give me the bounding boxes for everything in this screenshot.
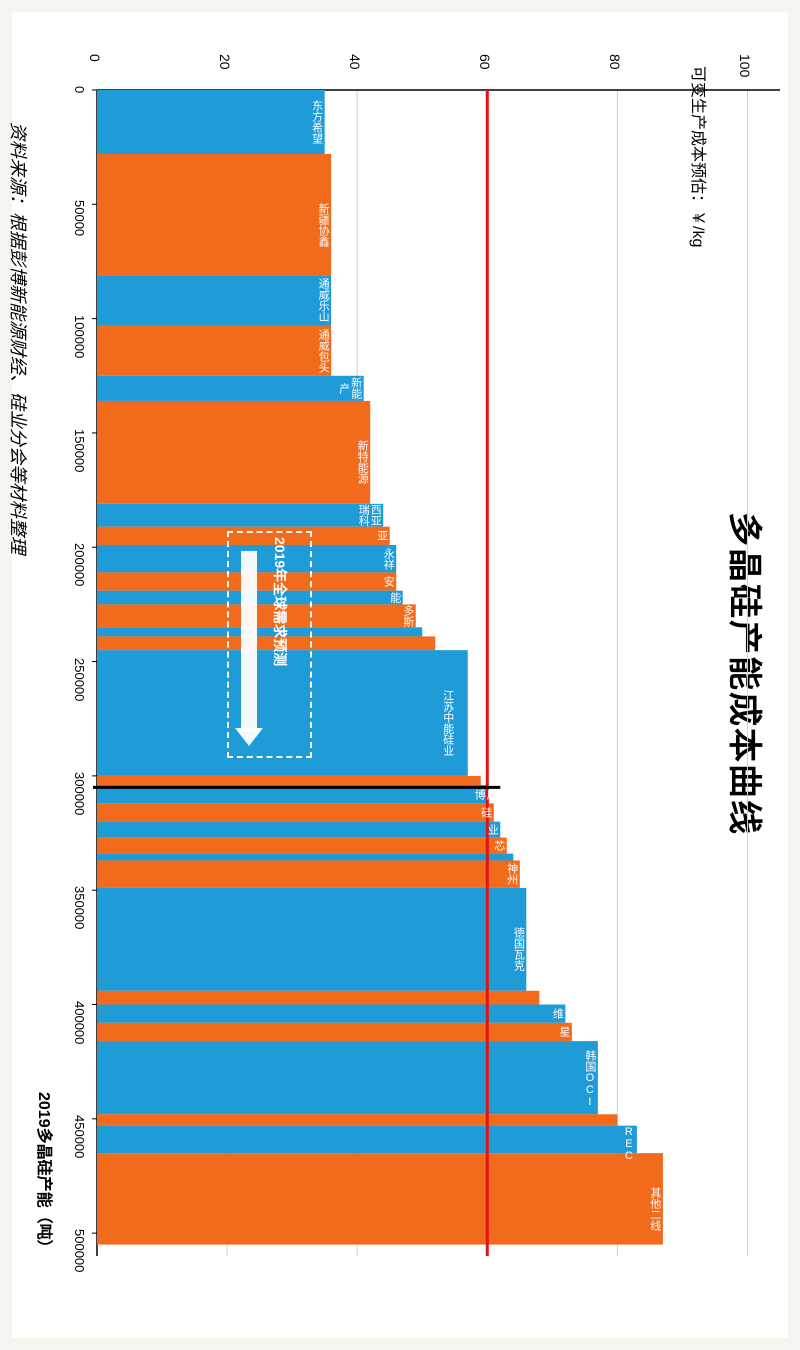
bar-label: 四川永祥 xyxy=(382,545,406,572)
y-tick: 80 xyxy=(607,54,623,70)
x-tick: 250000 xyxy=(72,658,87,701)
x-tick: 450000 xyxy=(72,1115,87,1158)
x-tick: 400000 xyxy=(72,1001,87,1044)
x-tick: 150000 xyxy=(72,429,87,472)
bar-label: 河南恒星 xyxy=(558,1023,606,1041)
demand-annotation-text: 2019年全球需求预测 xyxy=(270,537,290,666)
bar-label: 天宏亚 xyxy=(376,527,412,545)
y-tick: 0 xyxy=(87,54,103,62)
bar-label: REC xyxy=(623,1126,635,1153)
x-tick: 350000 xyxy=(72,886,87,929)
bar-label: 鄂尔多斯 xyxy=(402,604,426,627)
bar-label: 东方希望 xyxy=(311,90,323,154)
bar-label: 通威包头 xyxy=(317,325,329,375)
y-tick: 40 xyxy=(347,54,363,70)
bar-label: 云南云芯 xyxy=(493,838,541,854)
bar-label: 江西赛维 xyxy=(551,1005,599,1023)
bar-label: 江苏中能硅业 xyxy=(442,678,454,768)
y-tick: 100 xyxy=(737,54,753,77)
bar-label: 亚洲硅业 xyxy=(486,822,534,838)
bar-label: 江苏康博 xyxy=(473,785,521,803)
x-tick: 200000 xyxy=(72,543,87,586)
y-tick: 20 xyxy=(217,54,233,70)
page-root: 多晶硅产能成本曲线 可变生产成本预估：￥/kg 2019多晶硅产能（吨） 资料来… xyxy=(0,0,800,1350)
bar-label: 晶阳神州 xyxy=(506,860,530,887)
x-tick: 500000 xyxy=(72,1229,87,1272)
x-tick: 0 xyxy=(72,86,87,93)
bar-label: 新疆协鑫 xyxy=(317,180,329,270)
bar-label: 新特能源 xyxy=(356,417,368,507)
bar-label: 洛阳中硅 xyxy=(480,803,528,821)
bar-label: 韩国OCI xyxy=(584,1043,596,1116)
bar-label: 马来西亚瑞科 xyxy=(357,504,393,527)
bar-label: 德国瓦克 xyxy=(512,904,524,994)
bar-label: 内蒙盾安 xyxy=(382,572,430,590)
bar-label: 大全新能 xyxy=(389,591,437,605)
chart-card: 多晶硅产能成本曲线 可变生产成本预估：￥/kg 2019多晶硅产能（吨） 资料来… xyxy=(12,12,788,1338)
x-tick: 100000 xyxy=(72,315,87,358)
x-tick: 50000 xyxy=(72,200,87,236)
bar-label: 通威乐山 xyxy=(317,275,329,325)
bar-label: 其他二线 xyxy=(649,1164,661,1254)
x-tick: 300000 xyxy=(72,772,87,815)
bar-label: 大全新能产 xyxy=(338,376,374,401)
y-tick: 60 xyxy=(477,54,493,70)
plot-area xyxy=(12,12,788,1338)
